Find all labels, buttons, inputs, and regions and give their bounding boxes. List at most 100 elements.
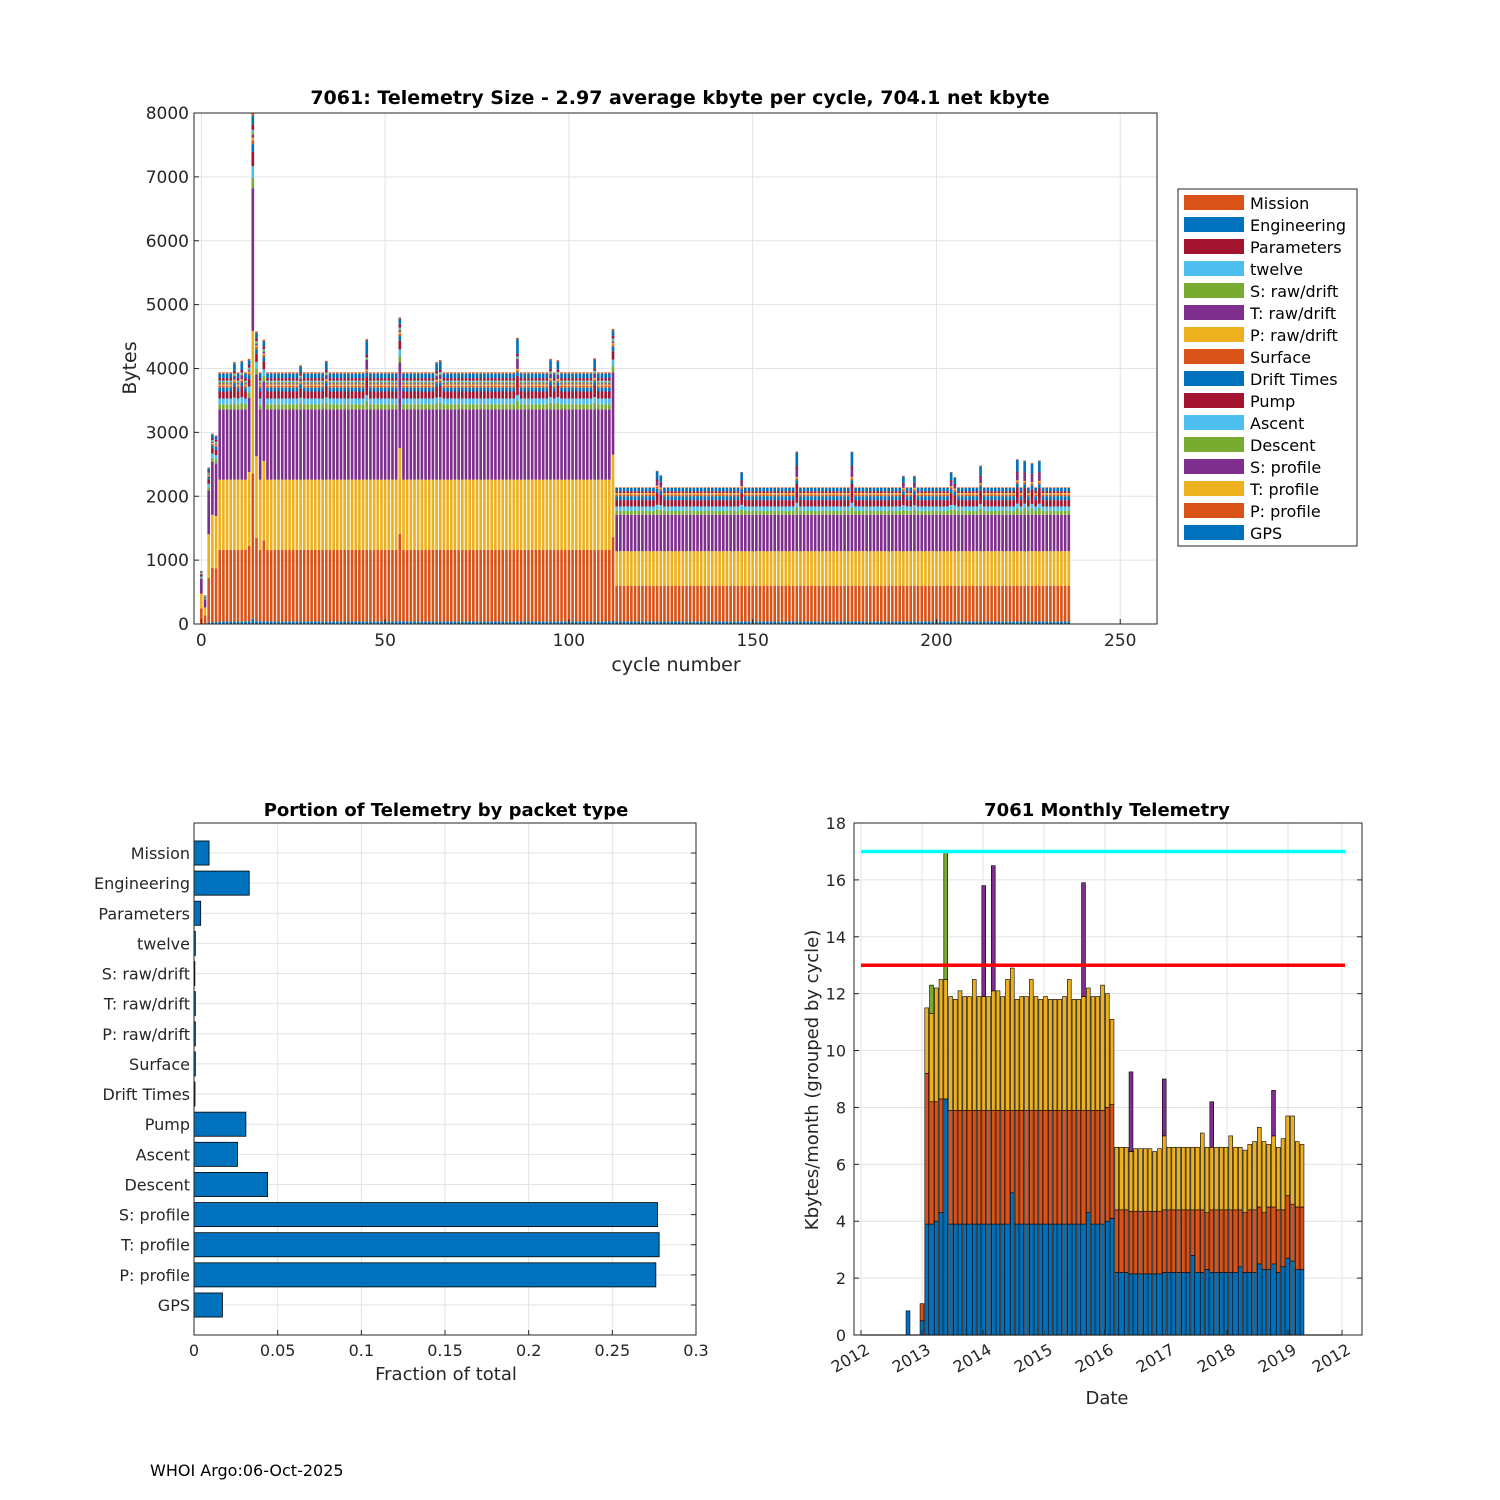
bar-segment <box>788 551 791 586</box>
bar-segment <box>365 358 369 360</box>
bar-segment <box>361 391 365 399</box>
bar-segment <box>817 491 821 494</box>
bar-segment <box>244 372 247 374</box>
bar-segment <box>946 500 949 507</box>
bar-segment <box>251 473 255 619</box>
bar-segment <box>457 479 460 550</box>
bar-segment <box>394 387 398 392</box>
bar-segment <box>644 510 648 515</box>
bar-segment <box>578 380 582 382</box>
bar-segment <box>666 487 670 488</box>
bar-segment <box>427 378 431 381</box>
bar-segment <box>508 384 512 386</box>
bar-segment <box>652 506 655 511</box>
bar-segment <box>920 506 924 511</box>
bar-segment <box>828 493 832 495</box>
bar-segment <box>960 496 964 501</box>
bar-segment <box>777 510 780 515</box>
bar-segment <box>854 494 857 497</box>
bar-segment <box>269 391 273 399</box>
monthly-telemetry-chart: 2012 2013 2014 2015 2016 2017 2018 2019 20120246… <box>802 800 1363 1409</box>
month-segment <box>1271 1135 1276 1208</box>
bar-segment <box>762 585 766 622</box>
bar-segment <box>758 487 762 492</box>
bar-segment <box>530 383 534 385</box>
bar-segment <box>589 549 593 622</box>
bar-segment <box>960 510 964 515</box>
cycle-bar <box>824 487 828 624</box>
bar-segment <box>571 384 574 386</box>
bar-segment <box>317 404 321 410</box>
bar-segment <box>751 585 755 622</box>
bar-segment <box>527 373 530 379</box>
bar-segment <box>718 510 721 515</box>
bar-segment <box>718 621 721 624</box>
bar-segment <box>762 514 766 552</box>
cycle-bar <box>769 487 773 624</box>
month-segment <box>1147 1273 1153 1336</box>
bar-segment <box>924 487 927 488</box>
bar-segment <box>222 378 225 381</box>
bar-segment <box>552 385 556 388</box>
bar-segment <box>990 493 993 495</box>
bar-segment <box>438 372 442 374</box>
bar-segment <box>655 481 659 486</box>
bar-segment <box>799 493 802 495</box>
bar-segment <box>494 372 497 374</box>
bar-segment <box>714 510 718 515</box>
bar-segment <box>508 479 512 550</box>
bar-segment <box>622 491 626 494</box>
bar-segment <box>336 479 339 550</box>
month-segment <box>962 996 967 1111</box>
bar-segment <box>920 514 924 552</box>
bar-segment <box>534 479 538 550</box>
bar-segment <box>758 551 762 586</box>
cycle-bar <box>986 487 990 624</box>
bar-segment <box>604 549 607 622</box>
bar-segment <box>725 491 729 494</box>
month-segment <box>1185 1146 1191 1211</box>
bar-segment <box>571 549 574 622</box>
month-segment <box>938 979 944 1100</box>
bar-segment <box>280 373 284 379</box>
bar-segment <box>494 380 497 382</box>
bar-segment <box>354 373 358 379</box>
bar-segment <box>262 346 266 350</box>
bar-segment <box>725 487 729 488</box>
bar-segment <box>585 385 589 388</box>
month-bar <box>1242 1149 1248 1336</box>
bar-segment <box>608 387 611 392</box>
bar-segment <box>222 409 225 480</box>
bar-segment <box>615 500 619 507</box>
bar-segment <box>1056 585 1060 622</box>
cycle-bar <box>1016 459 1019 624</box>
cycle-bar <box>1027 487 1030 624</box>
bar-segment <box>718 487 721 492</box>
bar-segment <box>453 549 457 622</box>
bar-segment <box>207 534 211 578</box>
month-segment <box>986 996 991 1111</box>
bar-segment <box>449 387 453 392</box>
bar-segment <box>402 383 405 385</box>
bar-segment <box>207 474 211 476</box>
cycle-bar <box>460 372 464 624</box>
bar-segment <box>721 496 725 501</box>
bar-segment <box>567 409 571 480</box>
month-segment <box>1114 1146 1119 1211</box>
bar-segment <box>677 621 681 624</box>
cycle-bar <box>762 487 766 624</box>
bar-segment <box>207 483 211 488</box>
bar-segment <box>942 621 946 624</box>
bar-segment <box>707 496 710 501</box>
bar-segment <box>483 404 486 410</box>
bar-segment <box>883 500 887 507</box>
legend-swatch <box>1184 239 1244 254</box>
bar-segment <box>387 621 391 624</box>
bar-segment <box>795 476 799 479</box>
bar-segment <box>824 514 828 552</box>
bar-segment <box>313 384 317 386</box>
bar-segment <box>619 487 622 488</box>
bar-segment <box>324 403 328 410</box>
bar-segment <box>611 341 615 344</box>
